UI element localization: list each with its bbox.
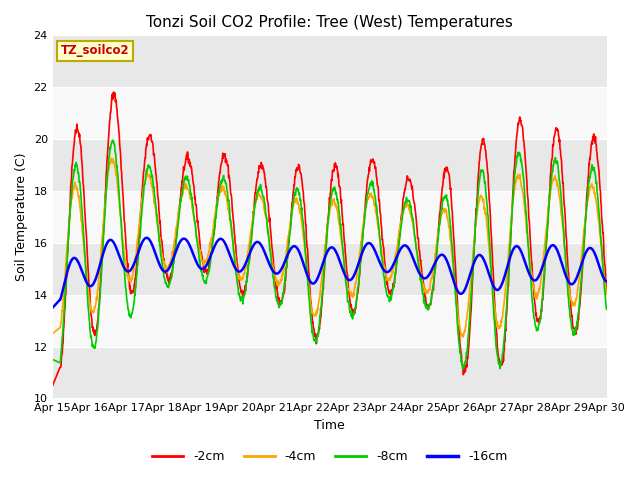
- -4cm: [172, 225, 180, 230]
- -2cm: [172, 235, 180, 240]
- -4cm: [603, 291, 611, 297]
- -2cm: [603, 291, 611, 297]
- Line: -16cm: -16cm: [52, 238, 607, 308]
- -4cm: [49, 331, 56, 336]
- -2cm: [488, 251, 496, 257]
- -4cm: [489, 285, 497, 291]
- Bar: [52, 295, 607, 347]
- Legend: -2cm, -4cm, -8cm, -16cm: -2cm, -4cm, -8cm, -16cm: [147, 445, 512, 468]
- -16cm: [49, 305, 56, 311]
- -2cm: [538, 307, 545, 312]
- Bar: [52, 87, 607, 139]
- -4cm: [159, 255, 166, 261]
- Title: Tonzi Soil CO2 Profile: Tree (West) Temperatures: Tonzi Soil CO2 Profile: Tree (West) Temp…: [146, 15, 513, 30]
- Line: -8cm: -8cm: [52, 140, 607, 369]
- Line: -2cm: -2cm: [52, 92, 607, 385]
- -2cm: [416, 253, 424, 259]
- -16cm: [143, 235, 150, 240]
- -16cm: [234, 268, 242, 274]
- -8cm: [459, 366, 467, 372]
- Bar: [52, 36, 607, 87]
- -2cm: [234, 271, 242, 276]
- -8cm: [416, 272, 424, 278]
- -2cm: [49, 383, 56, 388]
- -16cm: [603, 278, 611, 284]
- -16cm: [416, 271, 424, 277]
- Bar: [52, 191, 607, 243]
- Text: TZ_soilco2: TZ_soilco2: [61, 45, 130, 58]
- -8cm: [159, 265, 166, 271]
- -2cm: [159, 247, 166, 253]
- -16cm: [172, 247, 180, 253]
- Y-axis label: Soil Temperature (C): Soil Temperature (C): [15, 153, 28, 281]
- -8cm: [109, 137, 116, 143]
- -8cm: [172, 239, 180, 244]
- -16cm: [159, 267, 166, 273]
- Bar: [52, 139, 607, 191]
- -4cm: [234, 276, 242, 282]
- -4cm: [538, 271, 545, 277]
- Line: -4cm: -4cm: [52, 158, 607, 337]
- -8cm: [489, 293, 497, 299]
- -4cm: [108, 155, 115, 161]
- -2cm: [109, 89, 117, 95]
- -8cm: [49, 357, 56, 362]
- -8cm: [538, 304, 545, 310]
- -8cm: [234, 287, 242, 292]
- -16cm: [488, 280, 496, 286]
- -4cm: [416, 267, 424, 273]
- -4cm: [459, 334, 467, 340]
- X-axis label: Time: Time: [314, 419, 345, 432]
- -16cm: [538, 268, 545, 274]
- Bar: [52, 347, 607, 398]
- -8cm: [603, 307, 611, 312]
- Bar: [52, 243, 607, 295]
